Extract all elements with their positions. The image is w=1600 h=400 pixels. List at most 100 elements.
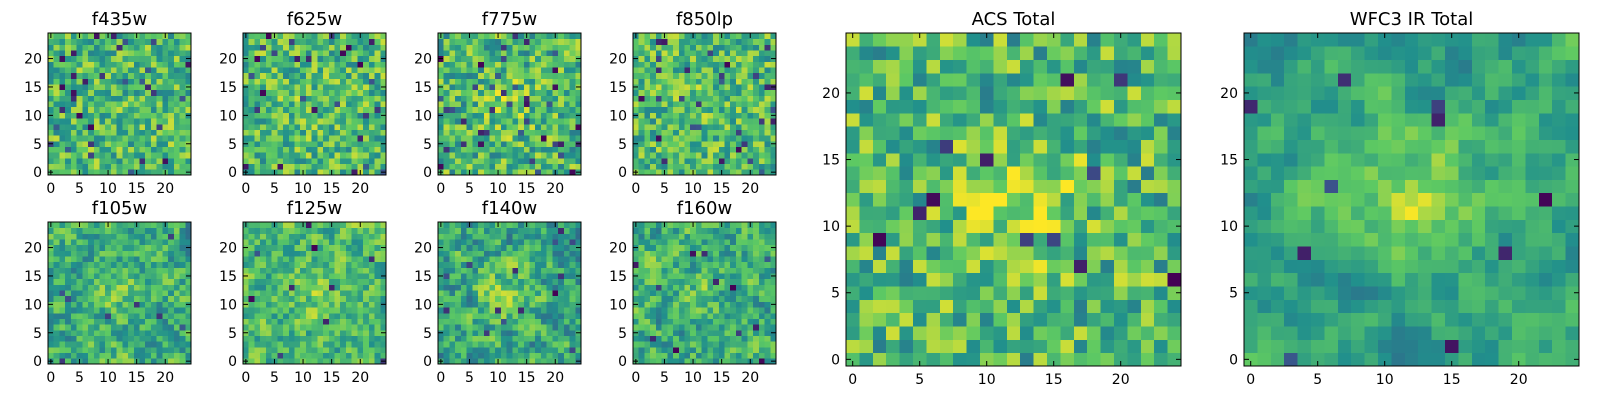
heatmap-cell	[673, 112, 680, 119]
heatmap-cell	[724, 335, 731, 342]
heatmap-cell	[724, 352, 731, 359]
heatmap-cell	[374, 295, 381, 302]
heatmap-cell	[770, 152, 777, 159]
heatmap-cell	[139, 157, 146, 165]
heatmap-cell	[328, 312, 335, 319]
heatmap-cell	[110, 38, 118, 45]
heatmap-cell	[105, 335, 112, 342]
heatmap-cell	[122, 346, 129, 354]
heatmap-cell	[695, 163, 703, 170]
heatmap-cell	[472, 84, 479, 91]
heatmap-cell	[368, 112, 375, 119]
heatmap-cell	[110, 106, 118, 113]
heatmap-cell	[460, 233, 467, 240]
heatmap-cell	[283, 324, 290, 331]
heatmap-cell	[265, 290, 272, 297]
heatmap-cell	[701, 89, 708, 96]
heatmap-cell	[48, 72, 55, 79]
heatmap-cell	[311, 38, 318, 45]
heatmap-cell	[690, 307, 697, 314]
heatmap-cell	[455, 129, 462, 136]
heatmap-cell	[277, 312, 284, 319]
heatmap-cell	[345, 273, 353, 280]
heatmap-cell	[483, 290, 490, 297]
heatmap-cell	[334, 267, 341, 274]
heatmap-cell	[741, 140, 748, 147]
heatmap-cell	[512, 84, 519, 91]
heatmap-cell	[546, 335, 553, 342]
heatmap-cell	[724, 152, 731, 159]
heatmap-cell	[540, 267, 548, 274]
heatmap-cell	[558, 95, 565, 102]
heatmap-cell	[644, 284, 651, 291]
heatmap-cell	[770, 89, 777, 96]
heatmap-cell	[133, 135, 140, 142]
heatmap-cell	[288, 284, 295, 291]
heatmap-cell	[110, 284, 118, 291]
heatmap-cell	[644, 273, 651, 280]
heatmap-cell	[300, 55, 307, 62]
heatmap-cell	[495, 267, 502, 274]
heatmap-cell	[260, 61, 267, 68]
heatmap-cell	[288, 261, 295, 268]
heatmap-cell	[145, 329, 152, 336]
heatmap-cell	[317, 239, 324, 246]
heatmap-cell	[277, 352, 284, 359]
heatmap-cell	[139, 267, 146, 274]
heatmap-cell	[535, 261, 542, 268]
heatmap-cell	[76, 318, 83, 325]
heatmap-cell	[179, 123, 186, 130]
heatmap-cell	[638, 140, 645, 147]
heatmap-cell	[563, 50, 570, 57]
heatmap-cell	[455, 324, 462, 331]
heatmap-cell	[150, 169, 158, 176]
heatmap-cell	[575, 78, 582, 85]
heatmap-cell	[713, 324, 720, 331]
heatmap-cell	[105, 244, 112, 251]
heatmap-cell	[443, 106, 450, 113]
heatmap-cell	[368, 33, 375, 40]
heatmap-cell	[311, 341, 318, 348]
y-tick-label: 20	[219, 52, 237, 68]
heatmap-cell	[374, 44, 381, 51]
heatmap-cell	[563, 157, 570, 165]
heatmap-cell	[93, 233, 100, 240]
heatmap-cell	[363, 307, 370, 314]
heatmap-cell	[133, 295, 140, 302]
heatmap-cell	[678, 329, 685, 336]
heatmap-cell	[65, 227, 72, 234]
heatmap-cell	[529, 341, 536, 348]
heatmap-cell	[478, 284, 485, 291]
heatmap-cell	[93, 55, 100, 62]
heatmap-cell	[701, 55, 708, 62]
heatmap-cell	[753, 101, 760, 108]
heatmap-cell	[569, 227, 576, 234]
heatmap-cell	[724, 61, 731, 68]
heatmap-cell	[294, 118, 301, 125]
heatmap-cell	[351, 227, 358, 234]
heatmap-cell	[695, 301, 703, 308]
heatmap-cell	[466, 38, 473, 45]
heatmap-cell	[495, 135, 502, 142]
heatmap-cell	[380, 101, 387, 108]
heatmap-cell	[70, 95, 77, 102]
heatmap-cell	[116, 318, 123, 325]
heatmap-cell	[48, 95, 55, 102]
heatmap-cell	[294, 152, 301, 159]
heatmap-cell	[569, 157, 576, 165]
heatmap-cell	[323, 123, 330, 130]
heatmap-cell	[478, 256, 485, 263]
heatmap-cell	[173, 135, 180, 142]
heatmap-cell	[65, 112, 72, 119]
heatmap-cell	[713, 301, 720, 308]
heatmap-cell	[529, 78, 536, 85]
heatmap-cell	[690, 78, 697, 85]
heatmap-cell	[305, 239, 313, 246]
heatmap-cell	[110, 101, 118, 108]
heatmap-cell	[59, 233, 66, 240]
heatmap-cell	[283, 135, 290, 142]
heatmap-cell	[283, 78, 290, 85]
heatmap-cell	[552, 84, 559, 91]
heatmap-cell	[546, 227, 553, 234]
heatmap-cell	[718, 44, 725, 51]
